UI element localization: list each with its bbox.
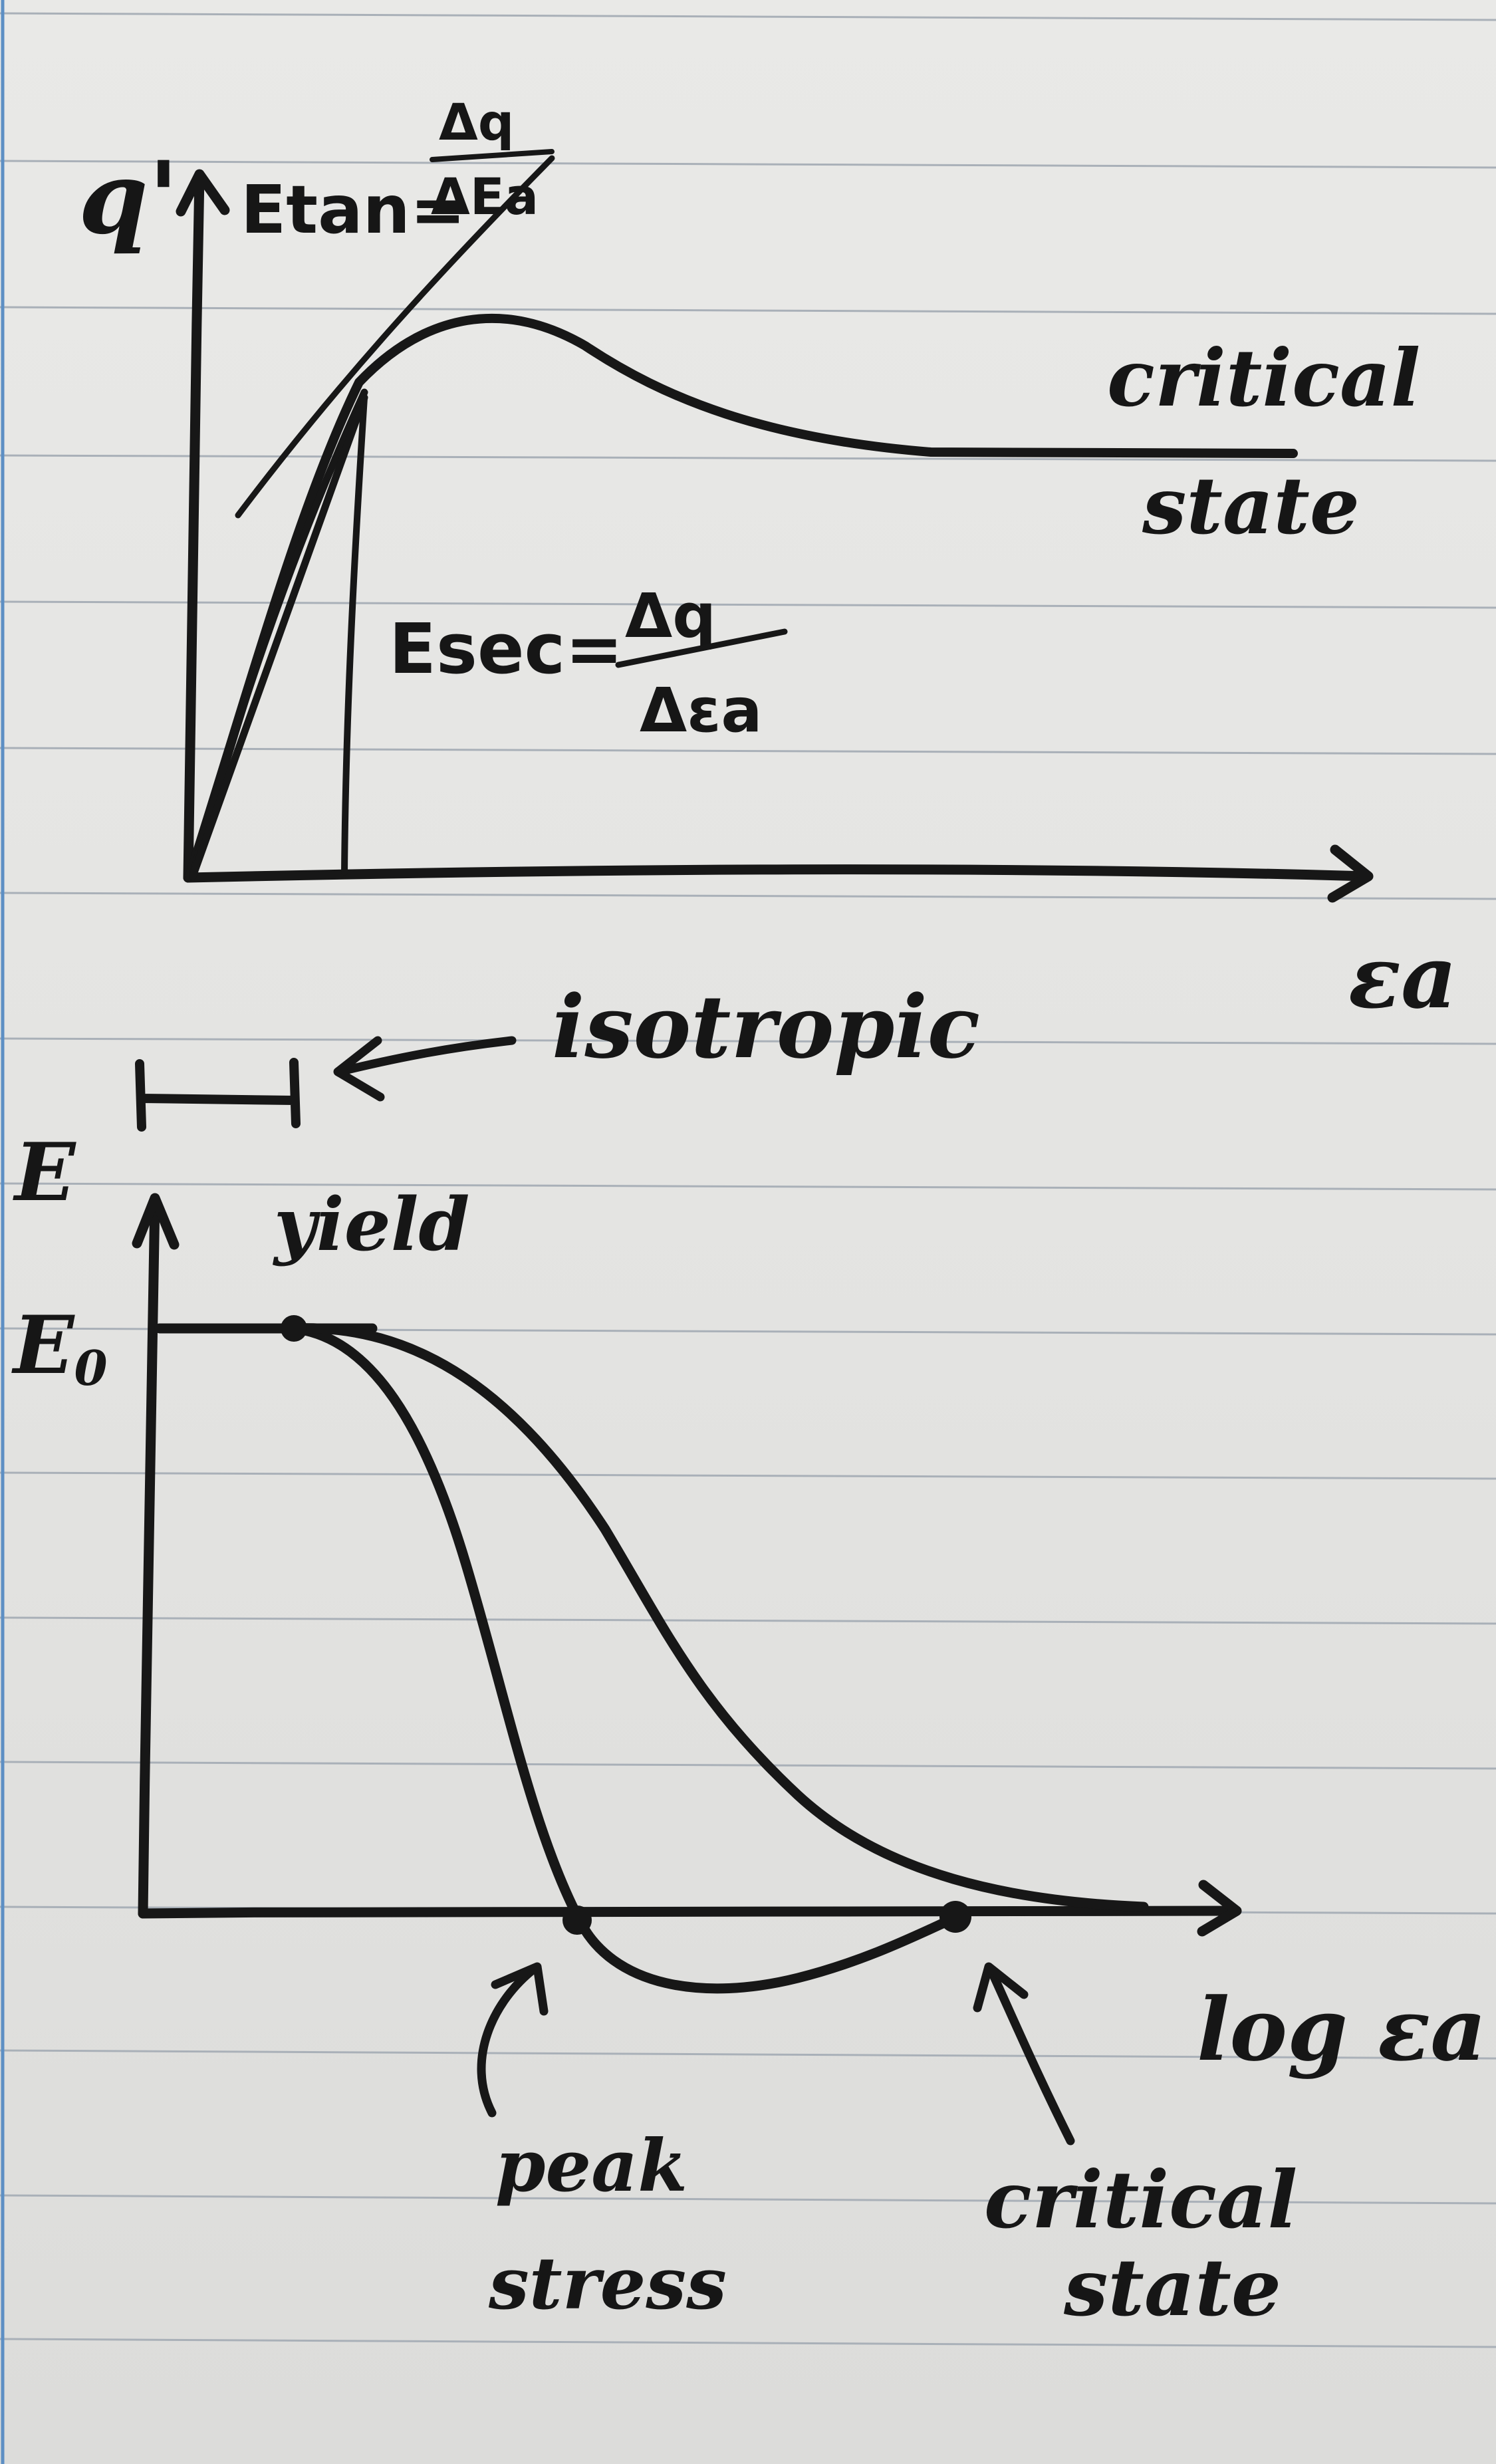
secant-label-denominator: Δεa xyxy=(640,675,763,746)
critical-state-curve xyxy=(287,1323,1149,1912)
tangent-line xyxy=(235,155,555,519)
peak-stress-label-line1: peak xyxy=(495,2124,687,2208)
bottom-y-axis xyxy=(138,1195,160,1919)
critical-state-pointer-head xyxy=(973,1962,1029,2013)
bottom-y-axis-arrowhead xyxy=(132,1193,180,1250)
secant-fraction-bar xyxy=(615,628,788,668)
tangent-label-denominator: ΔEa xyxy=(431,167,539,226)
e0-tick-label: E0 xyxy=(11,1298,108,1396)
tangent-label-numerator: Δq xyxy=(439,92,514,152)
bottom-y-axis-label: E xyxy=(13,1126,76,1219)
tangent-fraction-bar xyxy=(430,149,555,162)
top-y-axis-arrowhead xyxy=(176,169,230,217)
secant-line xyxy=(189,394,368,880)
critical-state-bottom-label-line1: critical xyxy=(984,2154,1297,2246)
top-y-axis xyxy=(183,171,205,883)
secant-reference-vertical xyxy=(341,394,368,876)
critical-state-pointer xyxy=(986,1965,1075,2146)
peak-stress-pointer-head xyxy=(491,1962,549,2016)
critical-state-point xyxy=(939,1901,971,1933)
initial-branch xyxy=(189,388,368,878)
peak-stress-pointer xyxy=(477,1963,540,2118)
top-x-axis xyxy=(183,864,1372,883)
bottom-x-axis xyxy=(138,1904,1241,1919)
yield-point xyxy=(281,1315,307,1342)
bottom-x-axis-label: log εa xyxy=(1197,1979,1487,2080)
isotropic-range-bracket xyxy=(135,1058,301,1132)
tangent-label-lhs: Etan= xyxy=(241,171,466,249)
secant-label-numerator: Δq xyxy=(625,580,716,652)
top-x-axis-arrowhead xyxy=(1327,844,1374,903)
yield-label: yield xyxy=(272,1181,469,1267)
e0-subscript: 0 xyxy=(74,1340,107,1396)
peak-stress-curve xyxy=(287,1323,959,1994)
critical-state-label-line2: state xyxy=(1142,459,1360,552)
peak-stress-point xyxy=(562,1906,592,1935)
isotropic-label: isotropic xyxy=(552,976,980,1078)
top-plot: q' Etan= Δq ΔEa Esec= Δq Δεa critical st… xyxy=(78,92,1457,1028)
isotropic-arrow xyxy=(334,1036,517,1076)
isotropic-arrowhead xyxy=(333,1036,385,1102)
critical-state-label-line1: critical xyxy=(1107,332,1420,424)
secant-label-lhs: Esec= xyxy=(389,608,623,689)
critical-state-bottom-label-line2: state xyxy=(1063,2241,1281,2334)
top-x-axis-label: εa xyxy=(1348,926,1457,1028)
tangent-modulus-label: Etan= Δq ΔEa xyxy=(241,92,555,249)
top-y-axis-label: q' xyxy=(78,140,179,257)
bottom-x-axis-arrowhead xyxy=(1197,1880,1242,1937)
bottom-plot: isotropic E E0 yield log εa peak stress … xyxy=(11,976,1487,2334)
peak-stress-label-line2: stress xyxy=(488,2242,727,2326)
secant-modulus-label: Esec= Δq Δεa xyxy=(389,580,788,746)
